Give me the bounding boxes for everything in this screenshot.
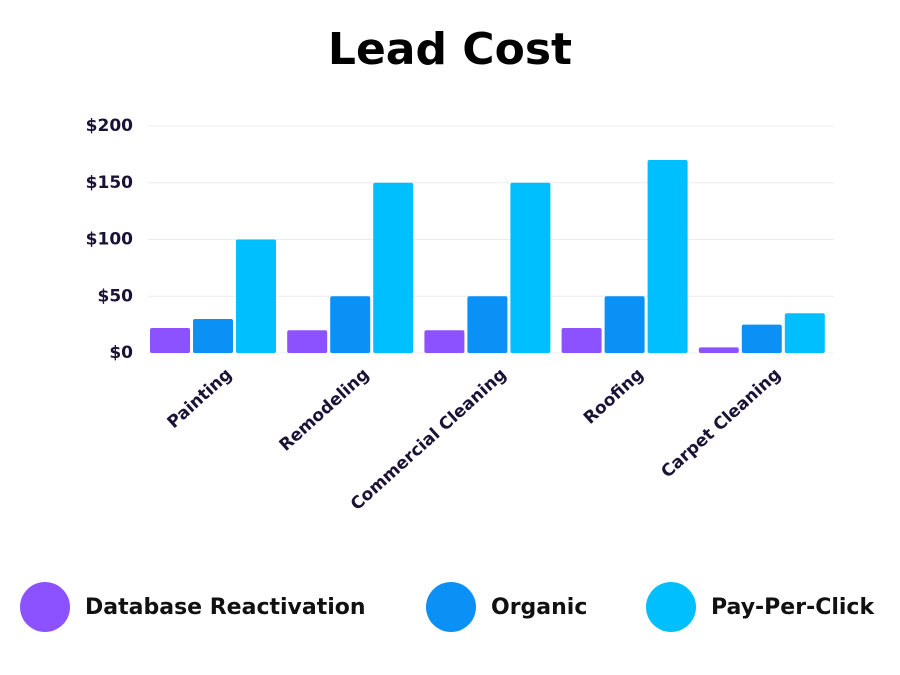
bar <box>287 330 328 353</box>
bar <box>150 328 190 353</box>
y-tick-label: $100 <box>86 230 133 250</box>
y-tick-label: $0 <box>109 343 133 363</box>
bar <box>604 296 645 353</box>
bar <box>193 318 233 353</box>
legend-label: Database Reactivation <box>85 595 366 620</box>
x-tick-label: Commercial Cleaning <box>347 365 511 515</box>
y-tick-label: $50 <box>98 286 134 306</box>
legend-swatch <box>426 582 476 632</box>
bar <box>373 182 414 353</box>
legend-swatch <box>646 582 696 632</box>
legend-swatch <box>20 582 70 632</box>
bar <box>647 160 688 353</box>
bar <box>741 324 782 353</box>
legend-label: Organic <box>491 595 587 620</box>
chart-title: Lead Cost <box>328 24 572 75</box>
bar <box>561 328 602 353</box>
x-tick-label: Carpet Cleaning <box>657 365 785 483</box>
bar <box>330 296 371 353</box>
bar <box>698 347 739 353</box>
y-tick-label: $200 <box>86 116 133 136</box>
x-tick-label: Roofing <box>580 365 648 429</box>
bar <box>467 296 508 353</box>
bar <box>424 330 465 353</box>
y-tick-label: $150 <box>86 173 133 193</box>
bar <box>784 313 825 353</box>
bar <box>510 182 551 353</box>
x-tick-label: Remodeling <box>276 365 374 456</box>
bar <box>236 239 276 353</box>
x-tick-label: Painting <box>164 365 237 433</box>
legend-label: Pay-Per-Click <box>711 595 875 620</box>
